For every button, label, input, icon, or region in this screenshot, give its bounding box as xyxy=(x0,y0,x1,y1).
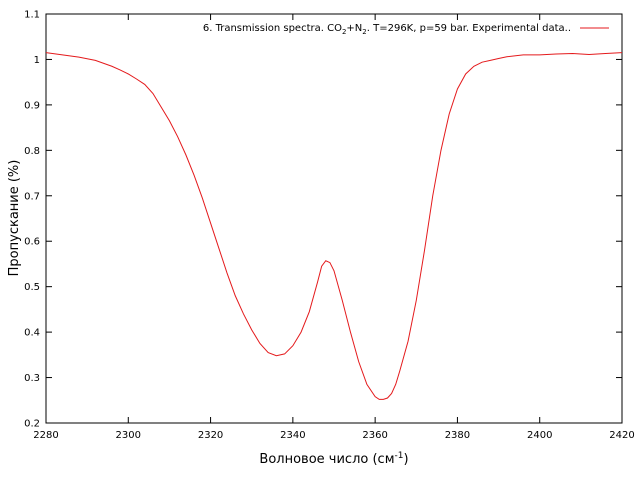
y-tick-label: 0.8 xyxy=(24,146,40,157)
y-tick-label: 0.3 xyxy=(24,373,40,384)
x-tick-label: 2340 xyxy=(280,430,305,441)
x-tick-label: 2280 xyxy=(33,430,58,441)
x-tick-label: 2420 xyxy=(609,430,634,441)
plot-area-frame xyxy=(45,13,623,424)
y-tick-label: 0.6 xyxy=(24,237,40,248)
axis-tick-labels: 2280 2300 2320 2340 2360 2380 2400 2420 0.2 0.3 0.… xyxy=(24,10,635,442)
x-tick-label: 2400 xyxy=(527,430,552,441)
y-tick-label: 0.9 xyxy=(24,100,40,111)
legend: 6. Transmission spectra. CO2+N2. T=296K,… xyxy=(203,23,609,36)
x-tick-label: 2360 xyxy=(362,430,387,441)
x-tick-label: 2320 xyxy=(198,430,223,441)
y-tick-label: 0.5 xyxy=(24,282,40,293)
y-tick-label: 1 xyxy=(34,55,40,66)
y-tick-label: 0.7 xyxy=(24,191,40,202)
y-axis-title: Пропускание (%) xyxy=(7,160,22,277)
x-axis-title: Волновое число (см-1) xyxy=(259,451,408,467)
legend-label: 6. Transmission spectra. CO2+N2. T=296K,… xyxy=(203,23,571,36)
axis-ticks xyxy=(46,14,622,423)
y-tick-label: 0.4 xyxy=(24,328,40,339)
transmission-series-line xyxy=(45,52,623,400)
x-tick-label: 2300 xyxy=(116,430,141,441)
x-tick-label: 2380 xyxy=(445,430,470,441)
y-tick-label: 1.1 xyxy=(24,10,40,21)
y-tick-label: 0.2 xyxy=(24,419,40,430)
